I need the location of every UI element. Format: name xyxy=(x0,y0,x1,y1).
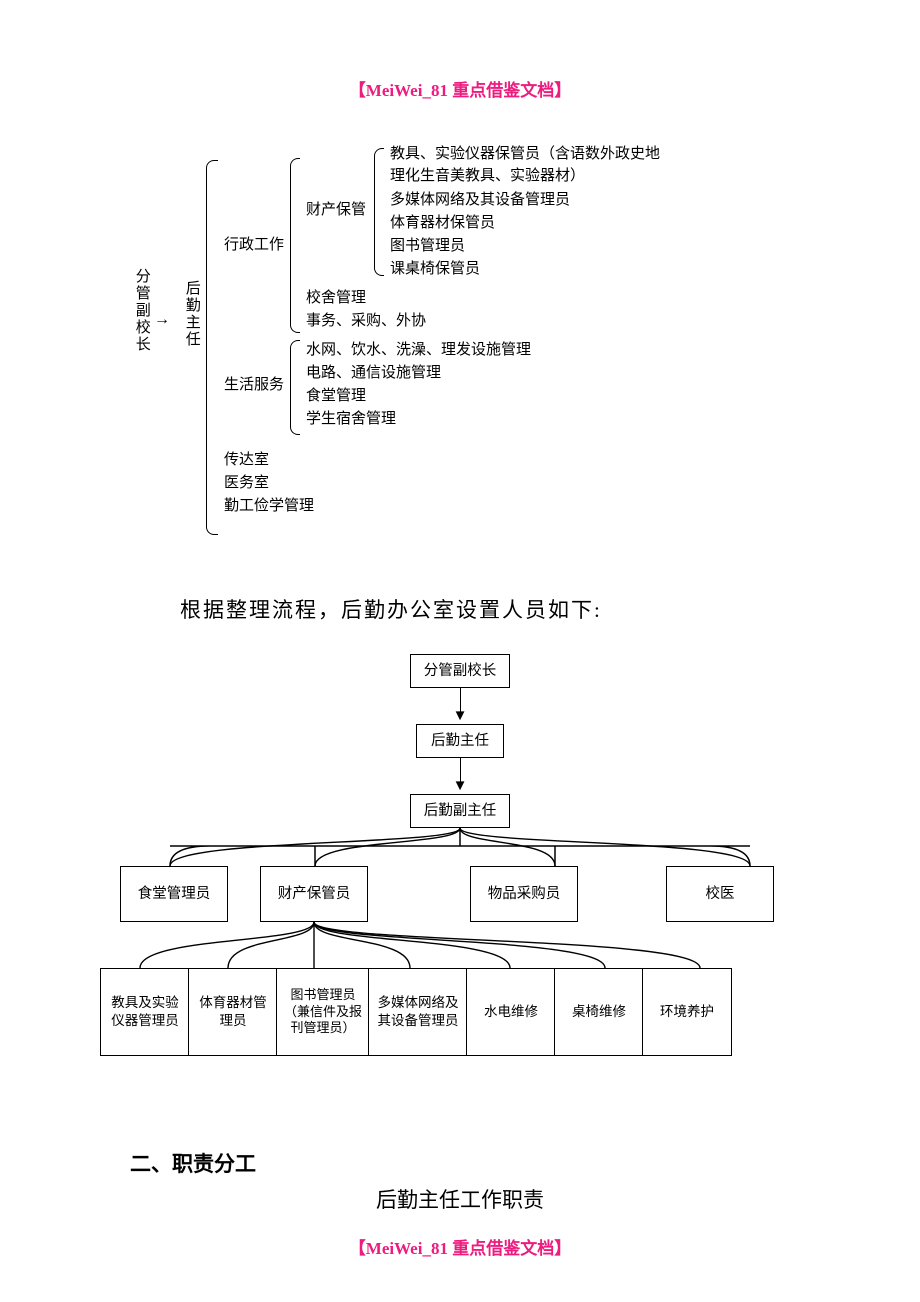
header-watermark: 【MeiWei_81 重点借鉴文档】 xyxy=(0,76,920,101)
brace-main xyxy=(206,160,218,535)
tree-b1-1: 财产保管 xyxy=(306,200,366,222)
org-row2-4: 水电维修 xyxy=(466,968,556,1056)
footer-watermark: 【MeiWei_81 重点借鉴文档】 xyxy=(0,1234,920,1259)
org-row2-2: 图书管理员（兼信件及报刊管理员） xyxy=(276,968,370,1056)
org-row2-3: 多媒体网络及其设备管理员 xyxy=(368,968,468,1056)
tree-b3: 传达室 xyxy=(224,450,269,472)
tree-b1: 行政工作 xyxy=(224,235,284,257)
tree-b1-2: 校舍管理 xyxy=(306,288,366,310)
tree-diagram: 分管副校长 → 后勤主任 行政工作 财产保管 教具、实验仪器保管员（含语数外政史… xyxy=(130,150,790,560)
tree-b1-1-item-0: 教具、实验仪器保管员（含语数外政史地理化生音美教具、实验器材） xyxy=(390,144,670,188)
subtitle: 后勤主任工作职责 xyxy=(0,1184,920,1214)
tree-b1-1-item-1: 多媒体网络及其设备管理员 xyxy=(390,190,570,212)
org-l3: 后勤副主任 xyxy=(410,794,510,828)
brace-b1-1 xyxy=(374,148,384,276)
tree-b2-item-1: 电路、通信设施管理 xyxy=(306,363,441,385)
tree-b1-1-item-2: 体育器材保管员 xyxy=(390,213,495,235)
tree-b2-item-2: 食堂管理 xyxy=(306,386,366,408)
section-heading: 二、职责分工 xyxy=(130,1148,256,1178)
tree-b1-3: 事务、采购、外协 xyxy=(306,311,426,333)
tree-root-1: 分管副校长 xyxy=(130,268,152,353)
org-row2-5: 桌椅维修 xyxy=(554,968,644,1056)
tree-root-2: 后勤主任 xyxy=(180,280,202,348)
tree-b1-1-item-3: 图书管理员 xyxy=(390,236,465,258)
tree-b1-1-item-4: 课桌椅保管员 xyxy=(390,259,480,281)
tree-b5: 勤工俭学管理 xyxy=(224,496,314,518)
org-row1-3: 校医 xyxy=(666,866,774,922)
arrow-icon: → xyxy=(154,308,170,331)
connector-row1 xyxy=(150,828,770,868)
org-row2-1: 体育器材管理员 xyxy=(188,968,278,1056)
org-l2: 后勤主任 xyxy=(416,724,504,758)
connector-row2 xyxy=(110,922,810,972)
org-row1-0: 食堂管理员 xyxy=(120,866,228,922)
body-text: 根据整理流程，后勤办公室设置人员如下: xyxy=(180,594,602,624)
brace-b2 xyxy=(290,340,300,435)
org-row1-2: 物品采购员 xyxy=(470,866,578,922)
tree-b2: 生活服务 xyxy=(224,375,284,397)
tree-b2-item-3: 学生宿舍管理 xyxy=(306,409,396,431)
brace-b1 xyxy=(290,158,300,333)
org-row1-1: 财产保管员 xyxy=(260,866,368,922)
tree-b2-item-0: 水网、饮水、洗澡、理发设施管理 xyxy=(306,340,531,362)
org-row2-0: 教具及实验仪器管理员 xyxy=(100,968,190,1056)
org-row2-6: 环境养护 xyxy=(642,968,732,1056)
tree-b4: 医务室 xyxy=(224,473,269,495)
org-l1: 分管副校长 xyxy=(410,654,510,688)
org-chart: 分管副校长 ▼ 后勤主任 ▼ 后勤副主任 食堂管理员 财产保管员 物品采购员 校… xyxy=(120,654,800,1144)
